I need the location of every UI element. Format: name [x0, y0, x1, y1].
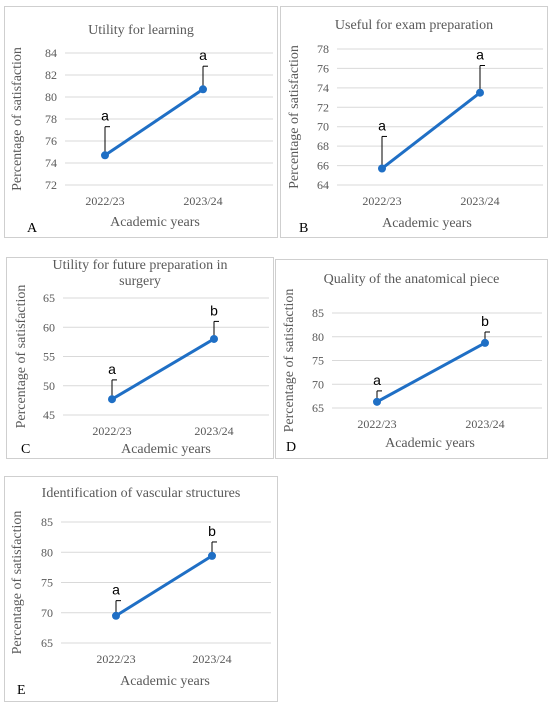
- x-tick-label: 2023/24: [194, 424, 233, 438]
- y-tick-label: 80: [45, 90, 57, 104]
- y-axis-title: Percentage of satisfaction: [10, 47, 25, 191]
- y-axis-title: Percentage of satisfaction: [287, 45, 302, 189]
- y-tick-label: 50: [43, 379, 55, 393]
- y-tick-label: 65: [41, 636, 53, 650]
- series-line: [115, 554, 213, 618]
- y-tick-label: 82: [45, 68, 57, 82]
- y-tick-label: 84: [45, 46, 57, 60]
- chart-title: Identification of vascular structures: [41, 486, 241, 501]
- chart-svg: 72 74 76 78 80 82 84 2022/23 2023/24 Academic yea…: [10, 46, 273, 230]
- x-axis-title: Academic years: [121, 442, 211, 457]
- series-line: [104, 88, 204, 157]
- significance-label: a: [108, 361, 116, 377]
- significance-label: b: [481, 313, 489, 329]
- y-tick-label: 74: [317, 81, 329, 95]
- x-tick-label: 2022/23: [362, 194, 401, 208]
- y-tick-label: 75: [41, 576, 53, 590]
- panel-letter: A: [27, 221, 38, 236]
- y-tick-label: 72: [45, 178, 57, 192]
- y-tick-label: 85: [41, 515, 53, 529]
- x-tick-label: 2023/24: [183, 194, 222, 208]
- x-tick-label: 2022/23: [85, 194, 124, 208]
- data-point: [101, 151, 109, 160]
- significance-label: a: [476, 47, 484, 63]
- series-line: [376, 341, 486, 404]
- y-tick-label: 65: [43, 291, 55, 305]
- data-point: [481, 338, 489, 347]
- y-tick-label: 72: [317, 100, 329, 114]
- x-tick-label: 2022/23: [96, 652, 135, 666]
- data-point: [373, 397, 381, 406]
- x-tick-label: 2022/23: [92, 424, 131, 438]
- y-tick-label: 74: [45, 156, 57, 170]
- data-point: [208, 551, 216, 560]
- y-axis-title: Percentage of satisfaction: [10, 511, 25, 655]
- x-axis-title: Academic years: [120, 674, 210, 689]
- x-axis-title: Academic years: [110, 215, 200, 230]
- chart-panel-b: Useful for exam preparation 64 66 68 70 72 74…: [280, 6, 548, 238]
- chart-panel-c: Utility for future preparation in surger…: [6, 257, 274, 459]
- y-axis-title: Percentage of satisfaction: [14, 285, 29, 429]
- chart-svg: 64 66 68 70 72 74 76 78 2022/23 2023/24 Academic y…: [287, 42, 543, 231]
- chart-title: Useful for exam preparation: [334, 18, 494, 33]
- y-tick-label: 76: [45, 134, 57, 148]
- significance-label: a: [373, 372, 381, 388]
- data-point: [210, 334, 218, 343]
- y-tick-label: 70: [41, 606, 53, 620]
- significance-label: a: [112, 582, 120, 598]
- significance-label: b: [210, 302, 218, 318]
- series-line: [381, 91, 481, 170]
- y-tick-label: 64: [317, 178, 329, 192]
- chart-title: Utility for future preparation in surger…: [52, 258, 228, 289]
- chart-panel-a: Utility for learning 72 74 76 78 80 82 84 2022/…: [4, 6, 278, 238]
- panel-letter: B: [299, 221, 309, 236]
- x-axis-title: Academic years: [382, 216, 472, 231]
- y-tick-label: 45: [43, 408, 55, 422]
- y-tick-label: 65: [312, 401, 324, 415]
- y-axis-title: Percentage of satisfaction: [282, 289, 297, 433]
- significance-label: b: [208, 523, 216, 539]
- panel-letter: C: [21, 442, 31, 457]
- y-tick-label: 76: [317, 61, 329, 75]
- significance-label: a: [378, 117, 386, 133]
- series-line: [111, 337, 215, 401]
- y-tick-label: 70: [317, 120, 329, 134]
- x-axis-title: Academic years: [385, 436, 475, 451]
- x-tick-label: 2023/24: [465, 417, 504, 431]
- chart-panel-d: Quality of the anatomical piece 65 70 75 80…: [275, 259, 548, 459]
- chart-svg: 65 70 75 80 85 2022/23 2023/24 Academic years Pe…: [282, 289, 542, 451]
- y-tick-label: 55: [43, 350, 55, 364]
- panel-letter: E: [17, 683, 26, 698]
- y-tick-label: 66: [317, 159, 329, 173]
- chart-svg: 65 70 75 80 85 2022/23 2023/24 Academic years Pe…: [10, 511, 271, 689]
- panel-letter: D: [286, 440, 297, 455]
- y-tick-label: 68: [317, 139, 329, 153]
- y-tick-label: 60: [43, 320, 55, 334]
- data-point: [378, 164, 386, 173]
- y-tick-label: 75: [312, 354, 324, 368]
- x-tick-label: 2023/24: [192, 652, 231, 666]
- data-point: [199, 85, 207, 94]
- data-point: [476, 88, 484, 97]
- y-tick-label: 80: [312, 330, 324, 344]
- y-tick-label: 78: [317, 42, 329, 56]
- chart-svg: 45 50 55 60 65 2022/23 2023/24 Academic years Pe…: [14, 285, 269, 457]
- data-point: [112, 611, 120, 620]
- data-point: [108, 395, 116, 404]
- y-tick-label: 80: [41, 545, 53, 559]
- x-tick-label: 2023/24: [460, 194, 499, 208]
- chart-title: Quality of the anatomical piece: [323, 272, 500, 287]
- y-tick-label: 85: [312, 306, 324, 320]
- significance-label: a: [101, 108, 109, 124]
- chart-title: Utility for learning: [88, 23, 194, 38]
- chart-panel-e: Identification of vascular structures 65…: [4, 476, 278, 702]
- x-tick-label: 2022/23: [357, 417, 396, 431]
- y-tick-label: 78: [45, 112, 57, 126]
- y-tick-label: 70: [312, 377, 324, 391]
- significance-label: a: [199, 47, 207, 63]
